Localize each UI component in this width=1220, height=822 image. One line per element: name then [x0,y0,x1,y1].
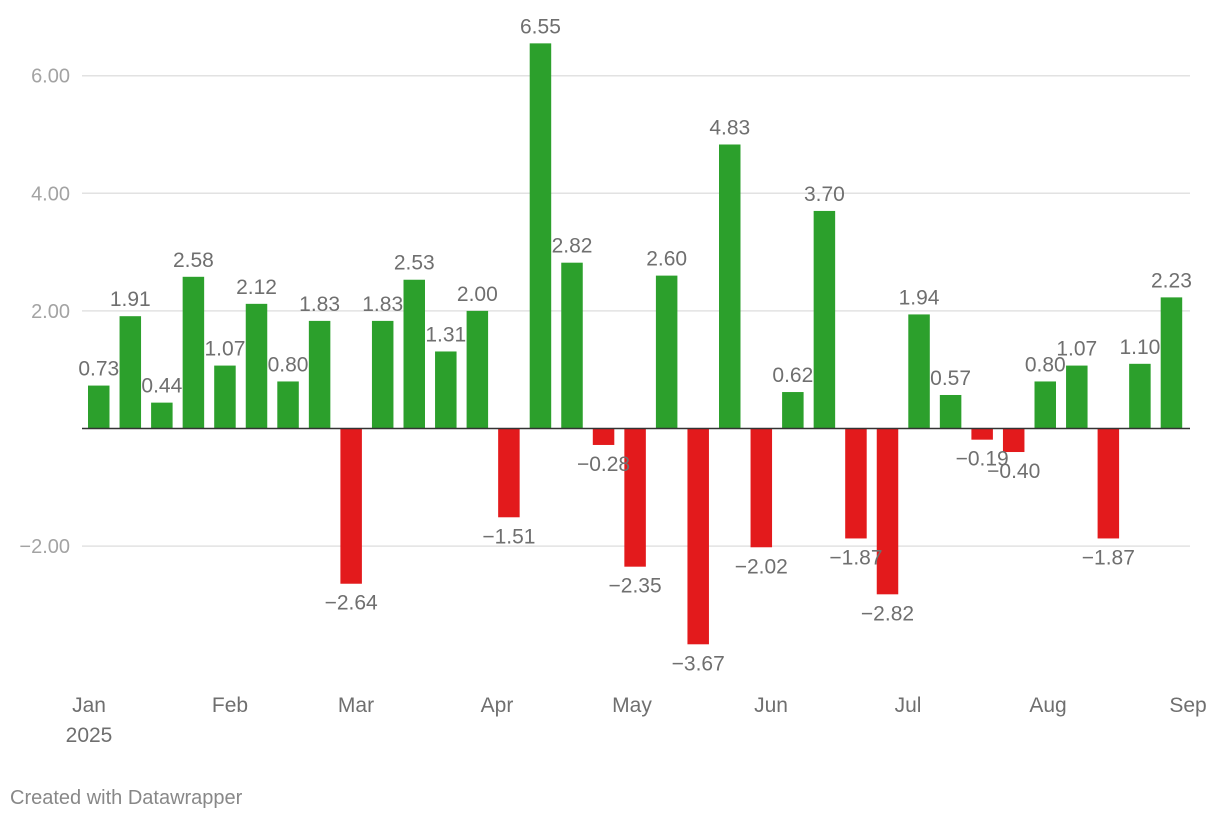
bar-value-label: 0.80 [268,353,309,376]
bar-value-label: −1.87 [1082,546,1135,569]
x-axis-ticks: Jan Feb Mar Apr May Jun Jul Aug Sep 2025 [66,694,1207,747]
bar [340,428,362,584]
x-tick-year-label: 2025 [66,724,113,747]
bar [687,428,709,645]
y-tick-label: 6.00 [31,66,70,88]
bar [308,320,331,429]
bar [1160,297,1183,429]
bar-value-label: −3.67 [672,652,725,675]
datawrapper-credit: Created with Datawrapper [10,787,243,809]
x-tick-label: Jan [72,694,106,717]
bar-value-label: 0.57 [930,367,971,390]
bars [88,43,1183,645]
bar-value-label: −0.19 [956,448,1009,471]
bar [119,316,142,429]
bar-value-label: −0.28 [577,453,630,476]
bar-value-label: 2.12 [236,276,277,299]
bar-value-label: 1.07 [205,338,246,361]
x-tick-label: Jun [754,694,788,717]
x-tick-label: Feb [212,694,248,717]
bar [719,144,741,429]
bar [908,314,930,429]
bar [939,394,962,429]
bar [592,428,615,445]
y-axis-ticks: −2.00 2.00 4.00 6.00 [19,66,70,558]
bar [561,262,583,429]
bar-value-label: 1.31 [425,323,466,346]
bar-value-label: −1.51 [482,525,535,548]
bar [1097,428,1120,539]
bar [813,210,836,429]
bar [1129,363,1151,429]
x-tick-label: Apr [481,694,514,717]
x-tick-label: Mar [338,694,374,717]
bar-value-label: 2.00 [457,283,498,306]
bar-value-label: 1.91 [110,288,151,311]
bar [1002,428,1025,453]
bar-value-label: 0.73 [78,358,119,381]
bar-value-label: 0.62 [772,364,813,387]
bar [277,381,299,429]
bar [371,320,394,429]
bar-value-label: 1.07 [1056,338,1097,361]
bar [624,428,646,567]
bar [245,303,268,429]
y-tick-label: −2.00 [19,536,70,558]
bar [403,279,425,429]
bar [1066,365,1088,429]
bar-value-label: −2.35 [609,575,662,598]
bar-value-label: 0.80 [1025,353,1066,376]
bar-value-label: −1.87 [829,546,882,569]
bar-value-label: 0.44 [141,375,182,398]
bar [1034,381,1056,429]
bar [655,275,678,429]
bar [182,276,205,429]
bar [876,428,899,595]
bar-value-label: 2.53 [394,252,435,275]
bar [466,310,489,429]
bar [529,43,552,429]
bar-value-label: 1.83 [299,293,340,316]
bar [435,351,457,429]
x-tick-label: Sep [1169,694,1206,717]
bar [498,428,520,518]
bar-value-label: 6.55 [520,15,561,38]
bar-value-label: −0.40 [987,460,1040,483]
bar-value-label: 1.10 [1119,336,1160,359]
bar-value-label: 2.23 [1151,269,1192,292]
bar-chart: 0.73 1.91 0.44 2.58 1.07 2.12 0.80 1.83 −2.64 1.8… [19,15,1207,747]
bar-value-label: 1.94 [899,286,940,309]
bar-value-label: −2.02 [735,555,788,578]
bar-value-label: 4.83 [709,116,750,139]
bar [750,428,773,548]
value-labels: 0.73 1.91 0.44 2.58 1.07 2.12 0.80 1.83 −2.64 1.8… [78,15,1192,675]
bar [151,402,173,429]
bar-value-label: 2.60 [646,248,687,271]
bar [845,428,867,539]
bar-value-label: −2.82 [861,602,914,625]
bar [214,365,236,429]
bar [971,428,993,440]
y-tick-label: 2.00 [31,301,70,323]
bar [88,385,110,429]
bar-value-label: −2.64 [325,592,378,615]
x-tick-label: May [612,694,652,717]
x-tick-label: Aug [1029,694,1066,717]
bar [782,392,804,429]
bar-value-label: 1.83 [362,293,403,316]
bar-value-label: 2.82 [552,235,593,258]
x-tick-label: Jul [895,694,922,717]
bar-value-label: 3.70 [804,183,845,206]
y-tick-label: 4.00 [31,183,70,205]
bar-value-label: 2.58 [173,249,214,272]
